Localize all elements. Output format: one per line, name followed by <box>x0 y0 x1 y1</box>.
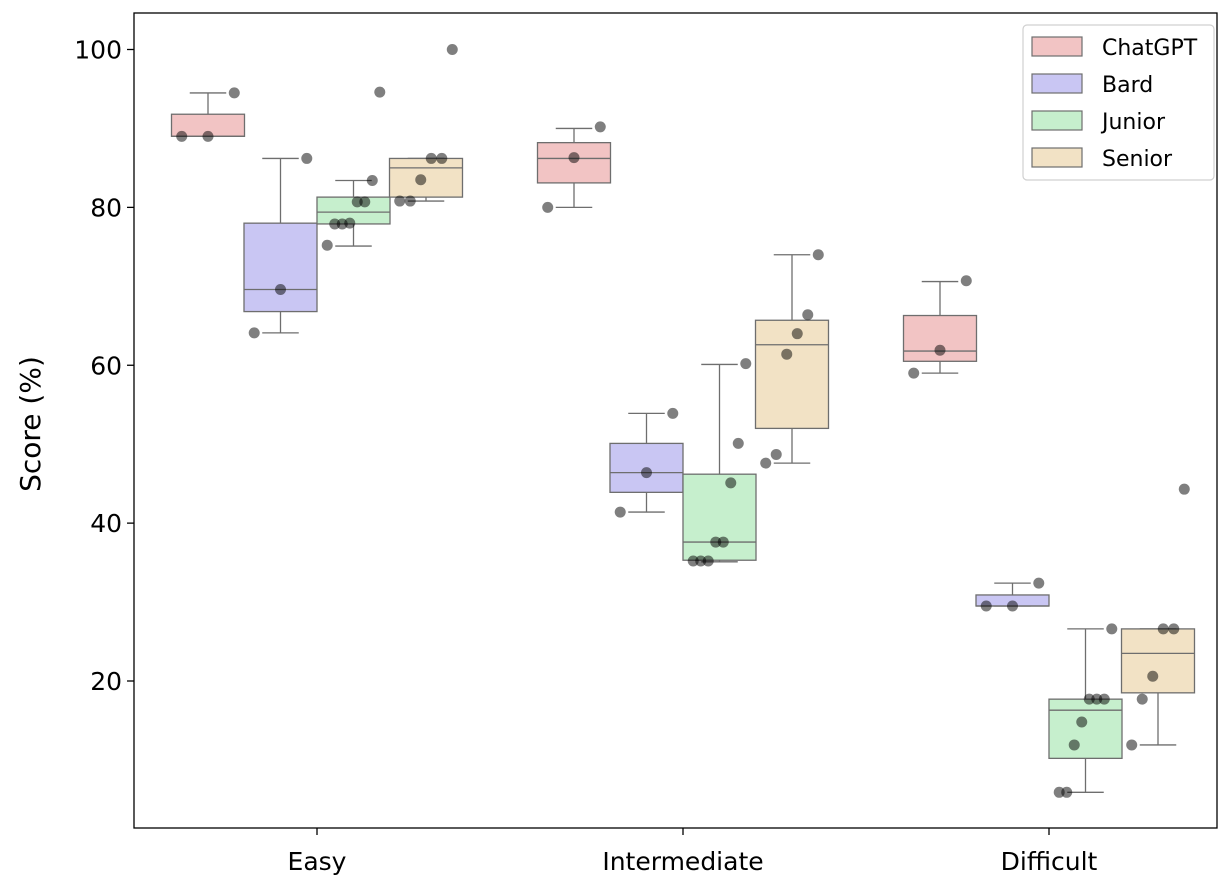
data-point-senior-easy <box>404 195 416 207</box>
legend-label-senior: Senior <box>1102 147 1173 172</box>
axis-layer: 20 40 60 80 100 Easy Intermediate Difficult <box>74 36 1097 877</box>
data-point-bard-difficult <box>1007 600 1018 612</box>
box-bard-intermediate <box>609 407 684 518</box>
y-tick-label: 20 <box>90 667 122 696</box>
legend-label-bard: Bard <box>1102 73 1153 98</box>
data-point-chatgpt-difficult <box>934 344 946 356</box>
data-point-senior-easy <box>436 152 448 164</box>
data-point-senior-intermediate <box>802 309 814 321</box>
data-point-junior-difficult <box>1061 786 1073 798</box>
data-point-bard-easy <box>248 327 260 339</box>
box-senior-easy <box>388 44 464 207</box>
data-point-senior-intermediate <box>791 328 803 340</box>
x-tick-label: Difficult <box>1001 847 1098 876</box>
data-point-bard-intermediate <box>614 506 626 518</box>
data-point-senior-easy <box>446 44 458 55</box>
data-point-junior-easy <box>359 196 371 208</box>
box-body-senior-easy <box>388 157 464 198</box>
data-point-chatgpt-intermediate <box>542 201 554 213</box>
box-body-junior-difficult <box>1048 698 1123 760</box>
data-point-junior-difficult <box>1098 693 1110 705</box>
y-tick-label: 100 <box>74 36 122 65</box>
data-point-senior-difficult <box>1178 483 1190 495</box>
y-tick-label: 60 <box>90 351 122 380</box>
data-point-senior-difficult <box>1126 739 1138 751</box>
legend-swatch-senior <box>1031 147 1083 168</box>
data-point-senior-intermediate <box>781 348 793 360</box>
box-junior-easy <box>316 86 391 251</box>
box-chatgpt-easy <box>170 87 246 142</box>
data-point-junior-easy <box>374 86 386 98</box>
legend-swatch-bard <box>1031 73 1083 94</box>
box-senior-difficult <box>1120 483 1196 751</box>
data-point-junior-intermediate <box>717 536 729 548</box>
data-point-senior-intermediate <box>770 448 782 460</box>
legend-swatch-chatgpt <box>1031 36 1083 57</box>
data-point-senior-difficult <box>1168 623 1180 635</box>
data-point-junior-difficult <box>1076 716 1088 728</box>
legend-label-chatgpt: ChatGPT <box>1102 36 1198 61</box>
box-body-senior-intermediate <box>754 319 830 430</box>
data-point-chatgpt-difficult <box>908 367 920 379</box>
data-point-bard-intermediate <box>667 407 679 419</box>
data-point-bard-easy <box>301 152 313 164</box>
data-point-senior-difficult <box>1147 670 1159 682</box>
y-axis-label: Score (%) <box>14 356 47 492</box>
data-point-chatgpt-easy <box>176 130 188 142</box>
data-point-chatgpt-easy <box>228 87 240 99</box>
data-point-bard-difficult <box>980 600 992 612</box>
data-point-junior-intermediate <box>732 437 744 449</box>
legend: ChatGPT Bard Junior Senior <box>1022 24 1215 181</box>
data-point-senior-easy <box>415 174 427 186</box>
data-point-junior-easy <box>321 239 333 251</box>
data-point-chatgpt-difficult <box>960 275 972 287</box>
data-point-junior-intermediate <box>702 555 714 567</box>
box-chatgpt-intermediate <box>536 121 612 213</box>
data-point-chatgpt-intermediate <box>568 152 580 164</box>
plot-layer <box>170 44 1196 798</box>
data-point-junior-intermediate <box>740 358 752 370</box>
box-bard-difficult <box>975 577 1050 612</box>
data-point-chatgpt-intermediate <box>594 121 606 133</box>
box-body-senior-difficult <box>1120 628 1196 694</box>
box-body-bard-easy <box>243 222 318 313</box>
x-tick-label: Easy <box>288 847 347 876</box>
legend-label-junior: Junior <box>1100 110 1166 135</box>
box-chatgpt-difficult <box>902 275 978 379</box>
data-point-chatgpt-easy <box>202 130 214 142</box>
box-senior-intermediate <box>754 249 830 469</box>
box-junior-difficult <box>1048 623 1123 798</box>
box-junior-intermediate <box>682 358 757 567</box>
data-point-junior-easy <box>344 217 356 229</box>
x-tick-label: Intermediate <box>602 847 763 876</box>
legend-frame <box>1022 24 1215 181</box>
data-point-senior-easy <box>394 195 406 207</box>
y-tick-label: 40 <box>90 509 122 538</box>
data-point-bard-difficult <box>1033 577 1045 589</box>
data-point-senior-difficult <box>1157 623 1169 635</box>
data-point-junior-intermediate <box>725 477 737 489</box>
data-point-bard-easy <box>275 283 286 295</box>
box-body-junior-intermediate <box>682 473 757 561</box>
data-point-junior-difficult <box>1068 739 1080 751</box>
data-point-senior-intermediate <box>812 249 824 261</box>
data-point-senior-easy <box>425 152 437 164</box>
plot-frame <box>133 12 1218 829</box>
y-tick-label: 80 <box>90 193 122 222</box>
data-point-senior-intermediate <box>760 457 772 469</box>
box-bard-easy <box>243 152 318 339</box>
data-point-bard-intermediate <box>641 467 652 479</box>
data-point-junior-difficult <box>1106 623 1118 635</box>
data-point-senior-difficult <box>1136 693 1148 705</box>
legend-swatch-junior <box>1031 110 1083 131</box>
data-point-junior-easy <box>366 175 378 187</box>
